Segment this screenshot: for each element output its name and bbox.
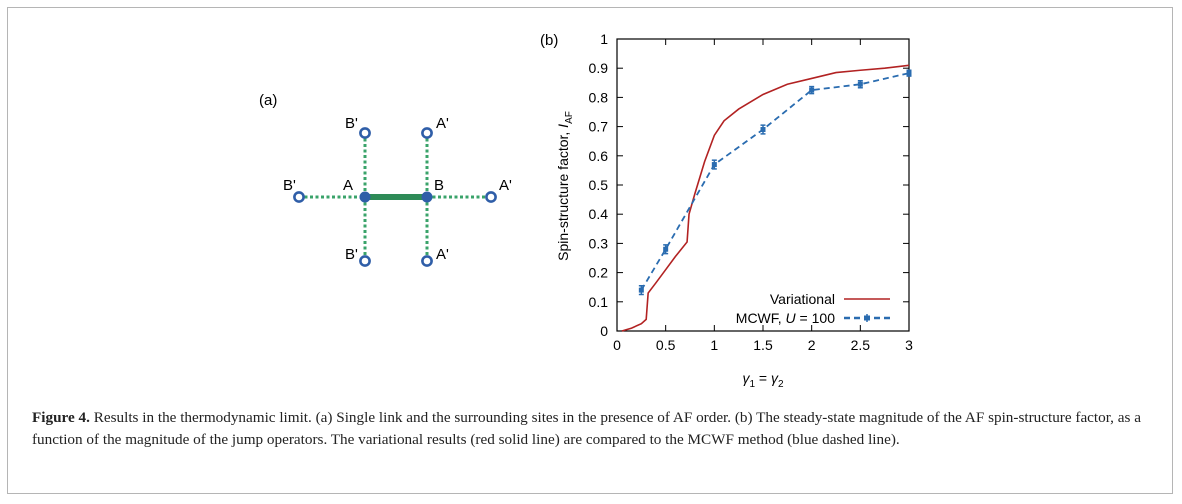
y-tick-label: 0.6 xyxy=(589,148,609,164)
y-tick-label: 1 xyxy=(600,31,608,47)
x-tick-label: 3 xyxy=(905,337,913,353)
x-tick-label: 2.5 xyxy=(851,337,871,353)
x-axis-label: γ1 = γ2 xyxy=(742,370,784,390)
legend-mcwf-marker xyxy=(864,315,870,321)
y-axis-label-main: Spin-structure factor, xyxy=(555,128,571,261)
y-tick-label: 0.8 xyxy=(589,89,609,105)
panel-a-label: (a) xyxy=(259,92,277,109)
caption-label: Figure 4. xyxy=(32,409,90,426)
y-tick-label: 0.7 xyxy=(589,119,609,135)
mcwf-point xyxy=(760,127,766,133)
y-axis-label: Spin-structure factor, IAF xyxy=(555,111,575,261)
label-bp-bottom: B' xyxy=(345,246,358,263)
mcwf-point xyxy=(857,81,863,87)
plot-series xyxy=(621,64,912,332)
dashed-links xyxy=(299,133,491,261)
figure-frame: (a) xyxy=(7,7,1173,494)
y-tick-label: 0.1 xyxy=(589,294,609,310)
y-axis-label-subscript: AF xyxy=(564,111,575,124)
x-axis-gamma2: γ xyxy=(771,370,779,386)
x-tick-label: 2 xyxy=(808,337,816,353)
y-axis-label-symbol: I xyxy=(555,124,571,128)
x-tick-label: 0 xyxy=(613,337,621,353)
x-axis-gamma1: γ xyxy=(742,370,750,386)
y-tick-label: 0.3 xyxy=(589,235,609,251)
legend-mcwf-label: MCWF, U = 100 xyxy=(736,310,835,326)
mcwf-point xyxy=(711,162,717,168)
plot-axes: 0 0.5 1 1.5 2 2.5 3 0 0.1 0.2 0.3 0.4 0.5 0.6 0.7 0.8 0.… xyxy=(589,31,914,353)
caption-text: Results in the thermodynamic limit. (a) … xyxy=(32,409,1141,448)
mcwf-point xyxy=(663,246,669,252)
legend-mcwf-var: U xyxy=(786,310,797,326)
y-tick-label: 0.5 xyxy=(589,177,609,193)
legend-variational-label: Variational xyxy=(770,291,835,307)
label-ap-bottom: A' xyxy=(436,246,449,263)
node-bp-left xyxy=(293,191,305,203)
mcwf-point xyxy=(906,70,912,76)
node-bp-top xyxy=(359,127,371,139)
node-b xyxy=(421,191,433,203)
node-ap-top xyxy=(421,127,433,139)
x-axis-equals: = xyxy=(755,370,771,386)
node-a xyxy=(359,191,371,203)
label-ap-top: A' xyxy=(436,115,449,132)
mcwf-point xyxy=(638,287,644,293)
legend: Variational MCWF, U = 100 xyxy=(736,291,890,326)
label-b: B xyxy=(434,177,444,194)
panel-a: (a) xyxy=(259,92,512,267)
y-tick-label: 0.2 xyxy=(589,265,609,281)
panel-b: (b) Spin-structure factor, IAF γ1 = γ2 0… xyxy=(540,31,913,390)
y-tick-label: 0 xyxy=(600,323,608,339)
legend-mcwf-suffix: = 100 xyxy=(796,310,836,326)
x-axis-sub1: 1 xyxy=(749,379,755,390)
figure-caption: Figure 4. Results in the thermodynamic l… xyxy=(32,407,1162,451)
node-labels: A B B' B' B' A' A' A' xyxy=(283,115,512,263)
x-tick-label: 1 xyxy=(710,337,718,353)
y-tick-label: 0.9 xyxy=(589,60,609,76)
node-bp-bottom xyxy=(359,255,371,267)
label-a: A xyxy=(343,177,353,194)
outer-nodes xyxy=(293,127,497,267)
x-tick-label: 1.5 xyxy=(753,337,773,353)
series-mcwf-line xyxy=(640,72,910,291)
legend-mcwf-prefix: MCWF, xyxy=(736,310,786,326)
y-tick-label: 0.4 xyxy=(589,206,609,222)
node-ap-bottom xyxy=(421,255,433,267)
mcwf-point xyxy=(809,87,815,93)
x-axis-sub2: 2 xyxy=(778,379,784,390)
label-bp-top: B' xyxy=(345,115,358,132)
series-variational-line xyxy=(621,64,910,332)
node-ap-right xyxy=(485,191,497,203)
label-bp-left: B' xyxy=(283,177,296,194)
x-tick-label: 0.5 xyxy=(656,337,676,353)
figure-svg: (a) xyxy=(259,31,913,390)
panel-b-label: (b) xyxy=(540,32,558,49)
label-ap-right: A' xyxy=(499,177,512,194)
